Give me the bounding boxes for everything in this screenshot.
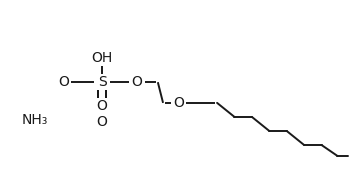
Text: O: O xyxy=(97,99,108,113)
Text: OH: OH xyxy=(91,51,113,65)
Text: O: O xyxy=(97,115,108,129)
Text: O: O xyxy=(131,75,142,89)
Text: O: O xyxy=(173,96,184,110)
Text: O: O xyxy=(58,75,69,89)
Text: NH₃: NH₃ xyxy=(22,113,48,127)
Text: S: S xyxy=(98,75,107,89)
